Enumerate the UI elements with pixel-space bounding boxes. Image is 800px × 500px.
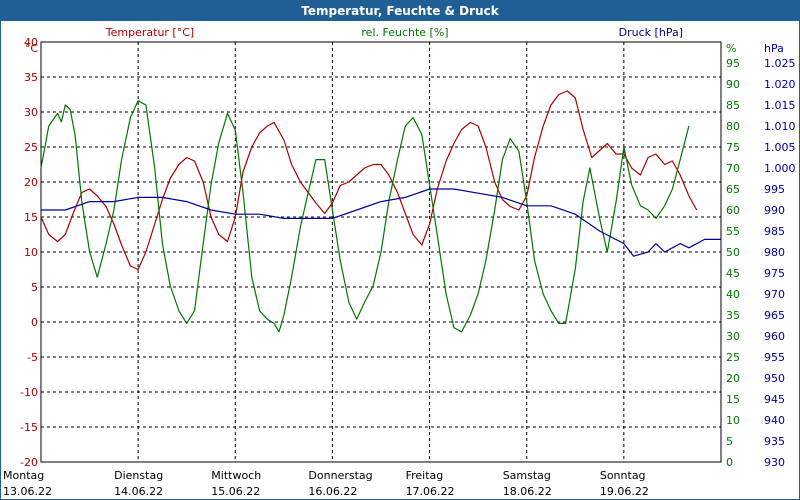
x-date-label: 17.06.22: [406, 485, 455, 498]
pressure-tick-label: 1.005: [764, 141, 796, 154]
x-date-label: 19.06.22: [600, 485, 649, 498]
humidity-tick-label: 80: [726, 120, 740, 133]
humidity-tick-label: 65: [726, 183, 740, 196]
humidity-tick-label: 50: [726, 246, 740, 259]
humidity-tick-label: 85: [726, 99, 740, 112]
x-day-label: Dienstag: [114, 469, 163, 482]
humidity-tick-label: 10: [726, 414, 740, 427]
legend-pressure: Druck [hPa]: [619, 26, 683, 39]
pressure-tick-label: 970: [764, 288, 785, 301]
humidity-tick-label: 70: [726, 162, 740, 175]
humidity-tick-label: 35: [726, 309, 740, 322]
x-date-label: 18.06.22: [503, 485, 552, 498]
legend-humidity: rel. Feuchte [%]: [361, 26, 448, 39]
pressure-tick-label: 935: [764, 435, 785, 448]
pressure-tick-label: 1.000: [764, 162, 796, 175]
temperature-tick-label: -5: [27, 351, 38, 364]
x-day-label: Mittwoch: [211, 469, 261, 482]
x-day-label: Donnerstag: [308, 469, 372, 482]
temperature-tick-label: 15: [24, 211, 38, 224]
series-layer: [40, 90, 721, 333]
pressure-tick-label: 930: [764, 456, 785, 469]
temperature-tick-label: -20: [20, 456, 38, 469]
humidity-unit-label: %: [726, 42, 736, 55]
temperature-tick-label: 20: [24, 176, 38, 189]
axis-labels: 4035302520151050-5-10-15-20°C95908580757…: [3, 36, 796, 498]
pressure-tick-label: 1.010: [764, 120, 796, 133]
humidity-tick-label: 20: [726, 372, 740, 385]
humidity-tick-label: 15: [726, 393, 740, 406]
temperature-tick-label: 5: [31, 281, 38, 294]
x-day-label: Samstag: [503, 469, 551, 482]
series-line-humidity: [40, 100, 690, 333]
temperature-tick-label: 0: [31, 316, 38, 329]
humidity-tick-label: 30: [726, 330, 740, 343]
temperature-tick-label: 40: [24, 36, 38, 49]
temperature-tick-label: 35: [24, 71, 38, 84]
x-day-label: Montag: [3, 469, 44, 482]
humidity-tick-label: 60: [726, 204, 740, 217]
pressure-tick-label: 950: [764, 372, 785, 385]
pressure-tick-label: 1.025: [764, 57, 796, 70]
humidity-tick-label: 45: [726, 267, 740, 280]
pressure-tick-label: 1.020: [764, 78, 796, 91]
pressure-tick-label: 995: [764, 183, 785, 196]
pressure-tick-label: 1.015: [764, 99, 796, 112]
humidity-tick-label: 0: [726, 456, 733, 469]
series-line-pressure: [41, 188, 721, 257]
temperature-tick-label: 25: [24, 141, 38, 154]
pressure-tick-label: 985: [764, 225, 785, 238]
legend-temperature: Temperatur [°C]: [105, 26, 194, 39]
humidity-tick-label: 75: [726, 141, 740, 154]
humidity-tick-label: 90: [726, 78, 740, 91]
x-day-label: Freitag: [406, 469, 444, 482]
pressure-tick-label: 955: [764, 351, 785, 364]
pressure-tick-label: 990: [764, 204, 785, 217]
pressure-tick-label: 975: [764, 267, 785, 280]
pressure-unit-label: hPa: [764, 42, 784, 55]
humidity-tick-label: 25: [726, 351, 740, 364]
x-date-label: 15.06.22: [211, 485, 260, 498]
humidity-tick-label: 95: [726, 57, 740, 70]
pressure-tick-label: 960: [764, 330, 785, 343]
legend: Temperatur [°C] rel. Feuchte [%] Druck [hP…: [105, 26, 683, 39]
window-title: Temperatur, Feuchte & Druck: [1, 1, 799, 21]
x-day-label: Sonntag: [600, 469, 646, 482]
pressure-tick-label: 980: [764, 246, 785, 259]
temperature-tick-label: 30: [24, 106, 38, 119]
humidity-tick-label: 40: [726, 288, 740, 301]
temperature-tick-label: 10: [24, 246, 38, 259]
x-date-label: 16.06.22: [308, 485, 357, 498]
x-date-label: 13.06.22: [3, 485, 52, 498]
series-line-temperature: [40, 90, 698, 271]
temperature-unit-label: °C: [25, 42, 39, 55]
temperature-tick-label: -10: [20, 386, 38, 399]
x-date-label: 14.06.22: [114, 485, 163, 498]
pressure-tick-label: 965: [764, 309, 785, 322]
temperature-tick-label: -15: [20, 421, 38, 434]
pressure-tick-label: 940: [764, 414, 785, 427]
pressure-tick-label: 945: [764, 393, 785, 406]
humidity-tick-label: 5: [726, 435, 733, 448]
humidity-tick-label: 55: [726, 225, 740, 238]
